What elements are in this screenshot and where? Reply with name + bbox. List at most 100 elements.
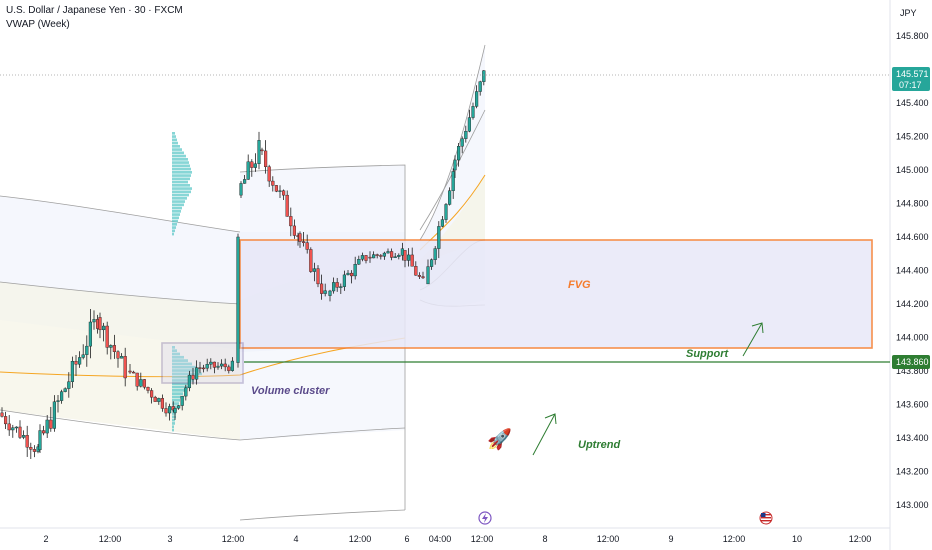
support-price-value: 143.860	[896, 357, 929, 367]
candle-body	[360, 255, 364, 260]
candle-body	[471, 106, 475, 118]
volume-cluster-box[interactable]	[161, 342, 244, 384]
candle-body	[414, 266, 418, 276]
candle-body	[242, 179, 247, 184]
candle-body	[88, 321, 92, 347]
candle-body	[209, 361, 213, 365]
candle-body	[227, 366, 231, 371]
candle-body	[375, 254, 379, 256]
us-flag-event-icon[interactable]	[759, 511, 773, 525]
candle-body	[112, 345, 116, 352]
time-axis-ticks[interactable]: 2 12:00 3 12:00 4 12:00 6 04:00 12:00 8 12:00 9 12:0…	[43, 534, 871, 544]
volume-profile-bar	[172, 223, 177, 226]
candle-body	[223, 363, 227, 368]
candle-body	[3, 416, 8, 425]
time-tick-label: 6	[404, 534, 409, 544]
support-price-tag[interactable]: 143.860	[892, 355, 930, 369]
volume-profile-bar	[172, 135, 176, 138]
volume-profile-bar	[172, 141, 178, 145]
candle-body	[187, 374, 191, 389]
price-tick-label: 144.600	[896, 232, 929, 242]
time-tick-label: 12:00	[849, 534, 872, 544]
candle-body	[22, 435, 26, 438]
candle-body	[467, 117, 471, 132]
candle-body	[309, 249, 313, 272]
candle-body	[119, 356, 124, 359]
volume-profile-bar	[172, 422, 175, 425]
candle-body	[257, 140, 261, 164]
candle-body	[320, 283, 324, 294]
candle-body	[339, 286, 343, 288]
volume-profile-bar	[172, 151, 184, 155]
volume-profile-bar	[172, 132, 175, 135]
volume-profile-bar	[172, 190, 191, 194]
volume-profile-bar	[172, 164, 190, 168]
time-tick-label: 12:00	[723, 534, 746, 544]
candle-body	[38, 430, 42, 450]
candle-body	[448, 190, 452, 205]
candle-body	[29, 447, 33, 450]
candle-body	[74, 361, 78, 365]
candle-body	[305, 242, 309, 250]
candle-body	[70, 361, 74, 382]
candle-body	[457, 145, 461, 161]
volume-profile-bar	[172, 405, 178, 409]
fvg-zone[interactable]	[239, 239, 873, 349]
candle-body	[274, 185, 278, 192]
price-tick-label: 143.000	[896, 500, 929, 510]
candle-body	[316, 268, 320, 285]
candle-body	[56, 400, 60, 402]
price-axis-ticks[interactable]: 145.800 145.400 145.200 145.000 144.800 144.6…	[896, 31, 929, 510]
candle-body	[198, 367, 202, 369]
candle-body	[205, 364, 209, 369]
volume-profile-bar	[172, 158, 188, 161]
candle-body	[460, 138, 464, 147]
volume-profile-bar	[172, 385, 188, 389]
volume-profile-bar	[172, 203, 184, 207]
support-label: Support	[686, 348, 729, 360]
candle-body	[167, 406, 172, 414]
volume-profile-bar	[172, 428, 174, 432]
candle-body	[323, 290, 327, 294]
volume-profile-bar	[172, 349, 177, 353]
volume-profile-bar	[172, 382, 190, 386]
candle-body	[292, 225, 296, 236]
current-price-tag[interactable]: 145.571 07:17	[892, 67, 930, 91]
lightning-event-icon[interactable]	[478, 511, 492, 525]
currency-label[interactable]: JPY	[900, 8, 917, 18]
time-tick-label: 4	[293, 534, 298, 544]
candle-body	[260, 149, 264, 152]
candle-body	[282, 190, 286, 196]
time-tick-label: 3	[167, 534, 172, 544]
candle-body	[403, 250, 407, 261]
time-tick-label: 12:00	[222, 534, 245, 544]
candle-body	[92, 319, 96, 323]
candlestick-series	[0, 70, 486, 459]
candle-body	[52, 401, 56, 429]
current-price-value: 145.571	[896, 69, 929, 79]
volume-profile-bar	[172, 213, 180, 216]
volume-profile-upper	[172, 132, 192, 236]
candle-body	[146, 386, 150, 391]
candle-body	[239, 183, 243, 196]
candle-body	[264, 150, 268, 167]
time-tick-label: 12:00	[349, 534, 372, 544]
candle-body	[180, 395, 184, 406]
price-tick-label: 144.400	[896, 266, 929, 276]
volume-profile-bar	[172, 197, 187, 200]
uptrend-arrow	[532, 413, 557, 456]
symbol-title[interactable]: U.S. Dollar / Japanese Yen · 30 · FXCM	[6, 5, 183, 16]
indicator-label[interactable]: VWAP (Week)	[6, 19, 70, 30]
candle-body	[176, 405, 181, 409]
price-tick-label: 145.000	[896, 165, 929, 175]
candle-body	[357, 259, 361, 265]
candle-body	[49, 419, 53, 429]
volume-profile-bar	[172, 352, 180, 356]
volume-profile-bar	[172, 210, 181, 213]
candle-body	[32, 449, 36, 452]
volume-profile-bar	[172, 425, 174, 429]
volume-profile-bar	[172, 359, 188, 362]
candle-body	[464, 131, 468, 139]
candle-body	[42, 430, 46, 434]
